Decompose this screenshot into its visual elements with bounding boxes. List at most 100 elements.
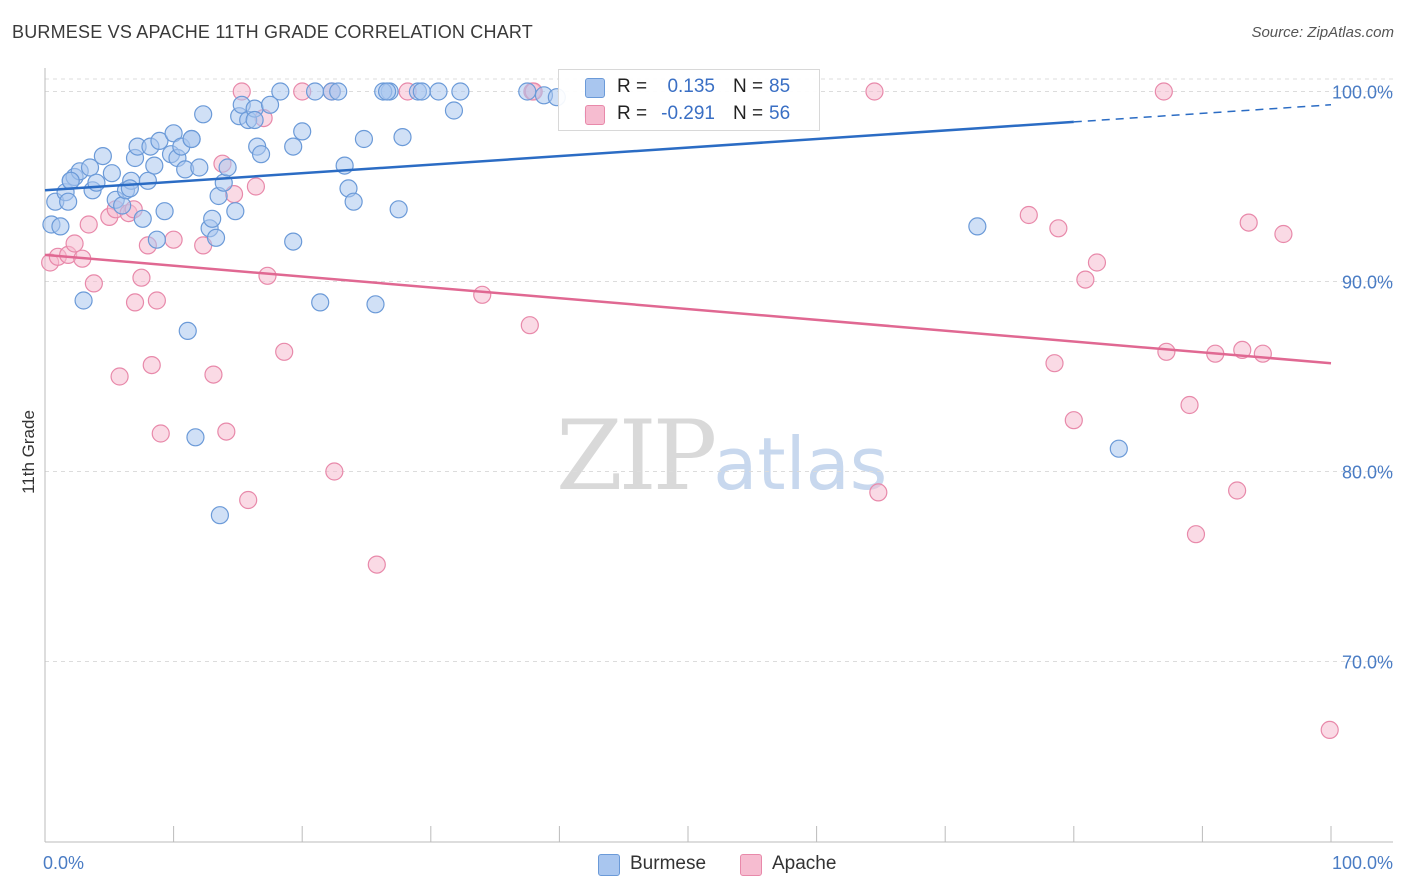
burmese-point (182, 129, 201, 149)
legend-n-label: N = (733, 76, 764, 97)
burmese-point (271, 82, 290, 101)
burmese-point (214, 173, 233, 192)
burmese-point (203, 209, 222, 228)
burmese-point (206, 228, 226, 247)
legend-swatch-burmese (585, 78, 605, 98)
burmese-point (74, 291, 93, 310)
apache-point (869, 483, 888, 502)
bottom-legend-label: Apache (772, 853, 837, 874)
grid-layer (45, 78, 1393, 662)
burmese-point (393, 128, 412, 147)
chart-title: BURMESE VS APACHE 11TH GRADE CORRELATION… (12, 22, 533, 42)
burmese-point (366, 295, 385, 314)
apache-point (520, 316, 539, 335)
y-tick-label: 90.0% (1342, 273, 1393, 293)
burmese-point (354, 129, 374, 149)
apache-point (132, 268, 151, 287)
burmese-point (190, 158, 209, 177)
burmese-point (377, 82, 397, 101)
burmese-point (186, 428, 205, 447)
apache-point (65, 234, 84, 253)
apache-point (151, 424, 170, 443)
apache-point (1320, 720, 1339, 740)
burmese-point (311, 293, 330, 312)
bottom-legend-label: Burmese (630, 853, 707, 874)
legend-r-value: 0.135 (667, 76, 715, 97)
burmese-point (329, 82, 348, 101)
bottom-legend-swatch-apache (740, 854, 762, 876)
burmese-trend-line (44, 120, 1074, 192)
burmese-point (120, 179, 139, 198)
burmese-point (284, 232, 303, 251)
apache-point (204, 365, 223, 384)
burmese-point (284, 137, 303, 156)
apache-point (1180, 395, 1199, 415)
burmese-point (80, 158, 100, 177)
burmese-point (93, 147, 112, 166)
apache-point (275, 342, 294, 361)
apache-point (1087, 253, 1107, 272)
burmese-point (344, 192, 363, 211)
apache-point (258, 266, 277, 285)
burmese-point (293, 122, 312, 141)
burmese-point (412, 82, 431, 101)
apache-point (1253, 344, 1272, 363)
burmese-point (147, 230, 166, 249)
burmese-point (194, 105, 213, 124)
burmese-point (226, 202, 245, 221)
burmese-point (451, 82, 470, 101)
burmese-point (518, 82, 537, 101)
legend-n-value: 85 (769, 76, 791, 97)
apache-point (84, 274, 103, 293)
burmese-point (429, 82, 448, 101)
y-tick-label: 70.0% (1342, 653, 1393, 673)
burmese-point (155, 202, 174, 221)
apache-points (41, 82, 1339, 740)
burmese-point (113, 196, 132, 215)
burmese-point (87, 173, 106, 192)
apache-point (325, 462, 344, 481)
burmese-point (102, 164, 121, 183)
legend-r-label: R = (617, 103, 648, 124)
burmese-point (968, 217, 987, 236)
y-tick-label: 80.0% (1342, 463, 1393, 483)
apache-point (246, 177, 266, 196)
apache-point (239, 490, 258, 510)
apache-point (367, 555, 386, 574)
apache-point (473, 285, 492, 304)
burmese-point (61, 171, 80, 190)
apache-trend-line (44, 253, 1332, 365)
burmese-point (218, 158, 237, 177)
y-tick-label: 100.0% (1332, 83, 1393, 103)
apache-point (142, 356, 161, 375)
burmese-point (51, 217, 70, 236)
burmese-point (305, 82, 325, 101)
apache-point (125, 293, 145, 312)
bottom-legend-swatch-burmese (598, 854, 620, 876)
burmese-point (251, 145, 271, 164)
apache-point (865, 82, 884, 101)
correlation-legend: R = 0.135 N = 85 R = -0.291 N = 56 (558, 69, 820, 131)
x-tick-label-min: 0.0% (43, 853, 84, 873)
burmese-point (138, 171, 157, 190)
legend-swatch-apache (585, 105, 605, 125)
apache-point (147, 291, 166, 310)
apache-point (110, 367, 129, 386)
burmese-point (389, 200, 408, 219)
burmese-point (245, 110, 264, 130)
legend-r-label: R = (617, 76, 648, 97)
burmese-point (178, 321, 197, 340)
apache-point (217, 422, 236, 441)
burmese-point (59, 192, 78, 211)
burmese-point (1109, 439, 1128, 458)
burmese-point (133, 209, 152, 228)
burmese-point (210, 506, 229, 525)
burmese-trend-extension (1073, 104, 1332, 123)
legend-n-value: 56 (769, 103, 791, 124)
legend-row-burmese: R = 0.135 N = 85 (559, 74, 819, 100)
burmese-point (260, 95, 280, 114)
watermark: ZIPatlas (556, 400, 887, 512)
burmese-point (444, 101, 464, 120)
label-layer: 100.0% 90.0% 80.0% 70.0% 0.0% 100.0% 11th Grad… (19, 83, 1393, 874)
apache-point (1154, 82, 1173, 101)
